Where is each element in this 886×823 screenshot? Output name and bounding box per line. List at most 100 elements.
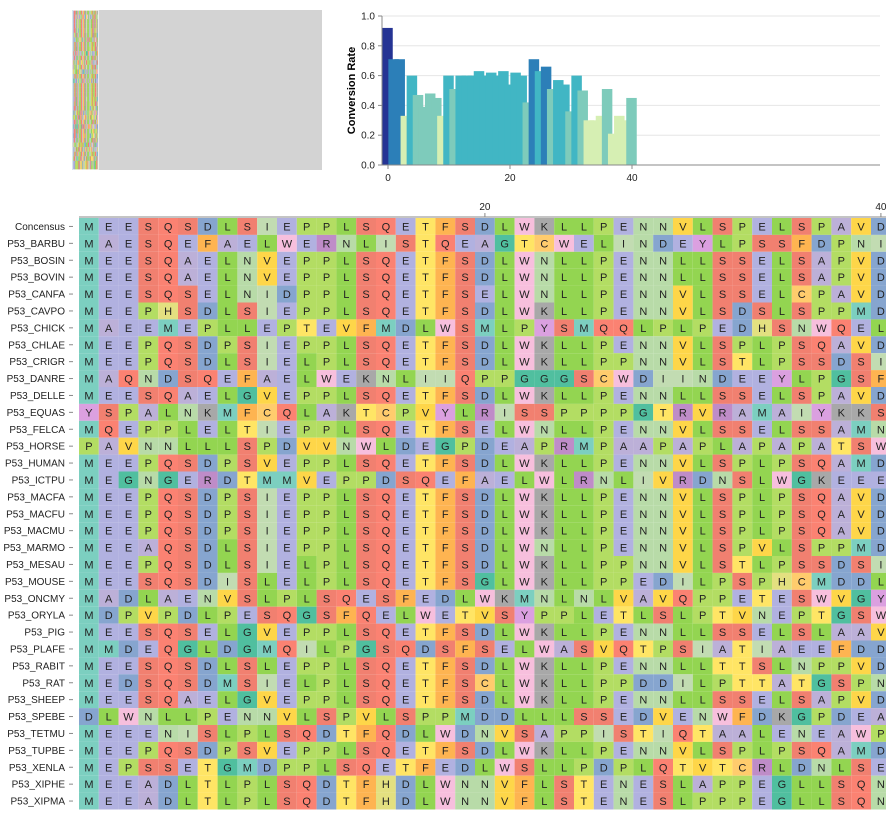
sequence-name[interactable]: P53_MACMU: [4, 526, 65, 537]
overview-cell: [79, 142, 81, 148]
residue-letter: P: [659, 644, 666, 656]
residue-letter: P: [699, 323, 706, 335]
overview-cell: [84, 147, 85, 152]
residue-letter: Q: [817, 526, 826, 538]
sequence-name[interactable]: P53_ORYLA: [8, 611, 65, 622]
residue-cell: [296, 640, 317, 658]
residue-letter: L: [224, 390, 230, 402]
overview-cell: [84, 10, 85, 15]
sequence-name[interactable]: P53_MACFA: [7, 492, 65, 503]
residue-letter: L: [601, 238, 607, 250]
residue-cell: [296, 488, 317, 506]
overview-cell: [73, 92, 74, 97]
residue-letter: C: [600, 374, 608, 386]
overview-cell: [73, 19, 74, 24]
overview-cell: [82, 92, 83, 97]
sequence-name[interactable]: P53_ONCMY: [4, 594, 65, 605]
bar: [412, 94, 424, 165]
sequence-name[interactable]: P53_BOSIN: [11, 256, 65, 267]
sequence-name[interactable]: P53_MACFU: [6, 509, 65, 520]
residue-letter: L: [304, 678, 310, 690]
sequence-name[interactable]: P53_SPEBE: [8, 712, 65, 723]
overview-cell: [76, 42, 78, 47]
residue-cell: [574, 488, 594, 506]
residue-letter: L: [224, 796, 230, 808]
residue-cell: [494, 218, 515, 235]
overview-cell: [83, 165, 85, 170]
residue-cell: [475, 606, 495, 624]
sequence-name[interactable]: P53_PLAFE: [10, 644, 65, 655]
residue-letter: P: [600, 526, 607, 538]
sequence-name[interactable]: P53_HUMAN: [5, 459, 65, 470]
overview-cell: [82, 64, 83, 70]
residue-cell: [534, 488, 555, 506]
overview-cell: [80, 46, 82, 52]
residue-cell: [712, 471, 733, 489]
overview-cell: [78, 78, 80, 84]
sequence-name[interactable]: P53_CHICK: [11, 323, 66, 334]
sequence-name[interactable]: P53_BARBU: [7, 239, 65, 250]
residue-cell: [257, 572, 277, 590]
sequence-name[interactable]: P53_MESAU: [6, 560, 65, 571]
sequence-name[interactable]: P53_XIPHE: [12, 780, 66, 791]
sequence-name[interactable]: P53_CAVPO: [7, 306, 65, 317]
residue-letter: N: [659, 390, 667, 402]
overview-cell: [97, 32, 99, 38]
residue-cell: [178, 353, 198, 371]
overview-cell: [83, 23, 85, 29]
sequence-name[interactable]: P53_XENLA: [9, 763, 65, 774]
alignment-row: P53_RABIT M E E S Q S D L S L E P P L S Q E T F S D L W K L L P E N N L…: [12, 657, 886, 675]
overview-cell: [95, 92, 97, 97]
sequence-name[interactable]: P53_ICTPU: [12, 475, 65, 486]
sequence-name[interactable]: P53_TETMU: [7, 729, 65, 740]
sequence-name[interactable]: P53_TUPBE: [8, 746, 65, 757]
residue-cell: [79, 268, 99, 286]
residue-cell: [791, 403, 812, 421]
sequence-name[interactable]: P53_RABIT: [12, 661, 65, 672]
residue-letter: S: [461, 390, 468, 402]
residue-cell: [653, 640, 673, 658]
residue-letter: N: [620, 779, 628, 791]
residue-cell: [455, 708, 475, 725]
sequence-name[interactable]: P53_DANRE: [7, 374, 66, 385]
overview-viewport-handle[interactable]: [72, 10, 99, 170]
sequence-name[interactable]: P53_CANFA: [8, 290, 65, 301]
residue-letter: Y: [699, 238, 707, 250]
residue-cell: [791, 640, 812, 658]
residue-letter: E: [461, 238, 468, 250]
overview-cell: [73, 147, 75, 152]
sequence-name[interactable]: Concensus: [15, 222, 65, 233]
bar: [467, 75, 479, 165]
residue-letter: E: [105, 576, 112, 588]
overview-cell: [92, 19, 94, 24]
residue-cell: [712, 403, 733, 421]
residue-cell: [593, 319, 614, 337]
sequence-name[interactable]: P53_DELLE: [10, 391, 65, 402]
residue-cell: [673, 268, 693, 286]
residue-letter: I: [266, 678, 269, 690]
sequence-name[interactable]: P53_MOUSE: [5, 577, 65, 588]
residue-letter: K: [541, 390, 549, 402]
sequence-name[interactable]: P53_SHEEP: [8, 695, 66, 706]
sequence-name[interactable]: P53_EQUAS: [7, 408, 66, 419]
overview-cell: [81, 138, 83, 143]
residue-cell: [752, 454, 772, 472]
residue-letter: S: [798, 390, 805, 402]
overview-cell: [82, 142, 83, 148]
sequence-name[interactable]: P53_BOVIN: [11, 273, 65, 284]
overview-cell: [90, 160, 92, 166]
sequence-name[interactable]: P53_CHLAE: [8, 340, 65, 351]
alignment-overview-minimap[interactable]: [72, 10, 322, 170]
sequence-name[interactable]: P53_MARMO: [3, 543, 65, 554]
residue-letter: V: [857, 661, 865, 673]
overview-cell: [91, 110, 92, 116]
sequence-name[interactable]: P53_FELCA: [9, 425, 65, 436]
overview-cell: [75, 78, 77, 84]
residue-letter: E: [125, 661, 132, 673]
sequence-name[interactable]: P53_XIPMA: [11, 797, 66, 808]
sequence-name[interactable]: P53_HORSE: [6, 442, 65, 453]
sequence-name[interactable]: P53_CRIGR: [9, 357, 65, 368]
sequence-name[interactable]: P53_RAT: [22, 678, 65, 689]
sequence-name[interactable]: P53_PIG: [24, 628, 65, 639]
